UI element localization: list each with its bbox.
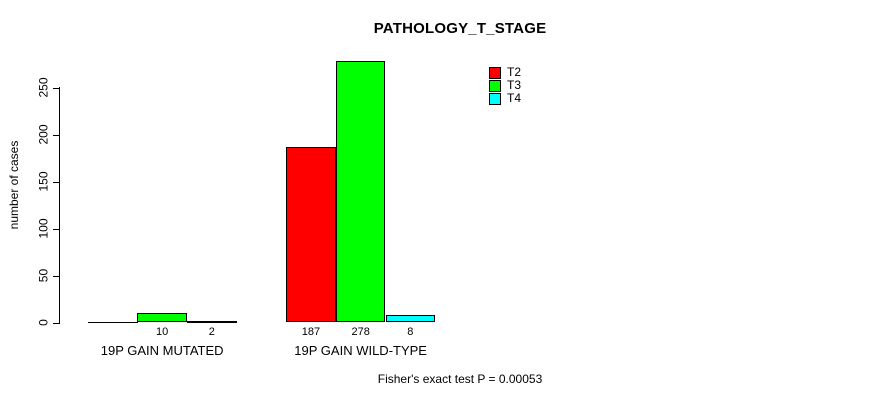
y-axis-tick xyxy=(53,229,60,230)
x-axis-group-label: 19P GAIN MUTATED xyxy=(100,343,224,358)
legend-label: T3 xyxy=(507,78,522,92)
y-axis-tick-label: 100 xyxy=(36,218,51,239)
legend-swatch-T3 xyxy=(489,79,501,92)
y-axis-tick xyxy=(53,276,60,277)
y-axis-title: number of cases xyxy=(7,140,21,230)
y-axis-tick-label: 150 xyxy=(36,171,51,192)
y-axis-tick xyxy=(53,323,60,324)
legend-swatch-T4 xyxy=(489,92,501,105)
legend-item-T4: T4 xyxy=(489,92,521,105)
chart-title: PATHOLOGY_T_STAGE xyxy=(373,20,547,37)
legend-swatch-T2 xyxy=(489,66,501,79)
legend-label: T4 xyxy=(507,91,522,105)
x-axis-group-label: 19P GAIN WILD-TYPE xyxy=(294,343,427,358)
y-axis-tick-label: 0 xyxy=(36,319,51,326)
legend: T2 T3 T4 xyxy=(489,66,521,105)
bar-T2 xyxy=(286,146,336,323)
y-axis-tick xyxy=(53,135,60,136)
y-axis-tick-label: 200 xyxy=(36,124,51,145)
legend-item-T3: T3 xyxy=(489,79,521,92)
bar-value-label: 2 xyxy=(208,326,215,338)
legend-item-T2: T2 xyxy=(489,66,521,79)
bar-T4 xyxy=(187,320,237,323)
bar-value-label: 278 xyxy=(351,326,370,338)
y-axis-tick xyxy=(53,182,60,183)
y-axis-line xyxy=(59,87,60,323)
bar-T3 xyxy=(335,61,386,323)
y-axis-tick xyxy=(53,88,60,89)
bar-T2-zero xyxy=(87,322,139,323)
bar-value-label: 187 xyxy=(301,326,321,338)
bar-T3 xyxy=(137,313,187,323)
fisher-test-annotation: Fisher's exact test P = 0.00053 xyxy=(377,372,543,386)
y-axis-tick-label: 50 xyxy=(36,268,51,283)
bar-value-label: 8 xyxy=(407,326,414,338)
y-axis-tick-label: 250 xyxy=(36,77,51,98)
bar-T4 xyxy=(385,314,436,323)
bar-value-label: 10 xyxy=(156,326,169,338)
legend-label: T2 xyxy=(507,65,522,79)
